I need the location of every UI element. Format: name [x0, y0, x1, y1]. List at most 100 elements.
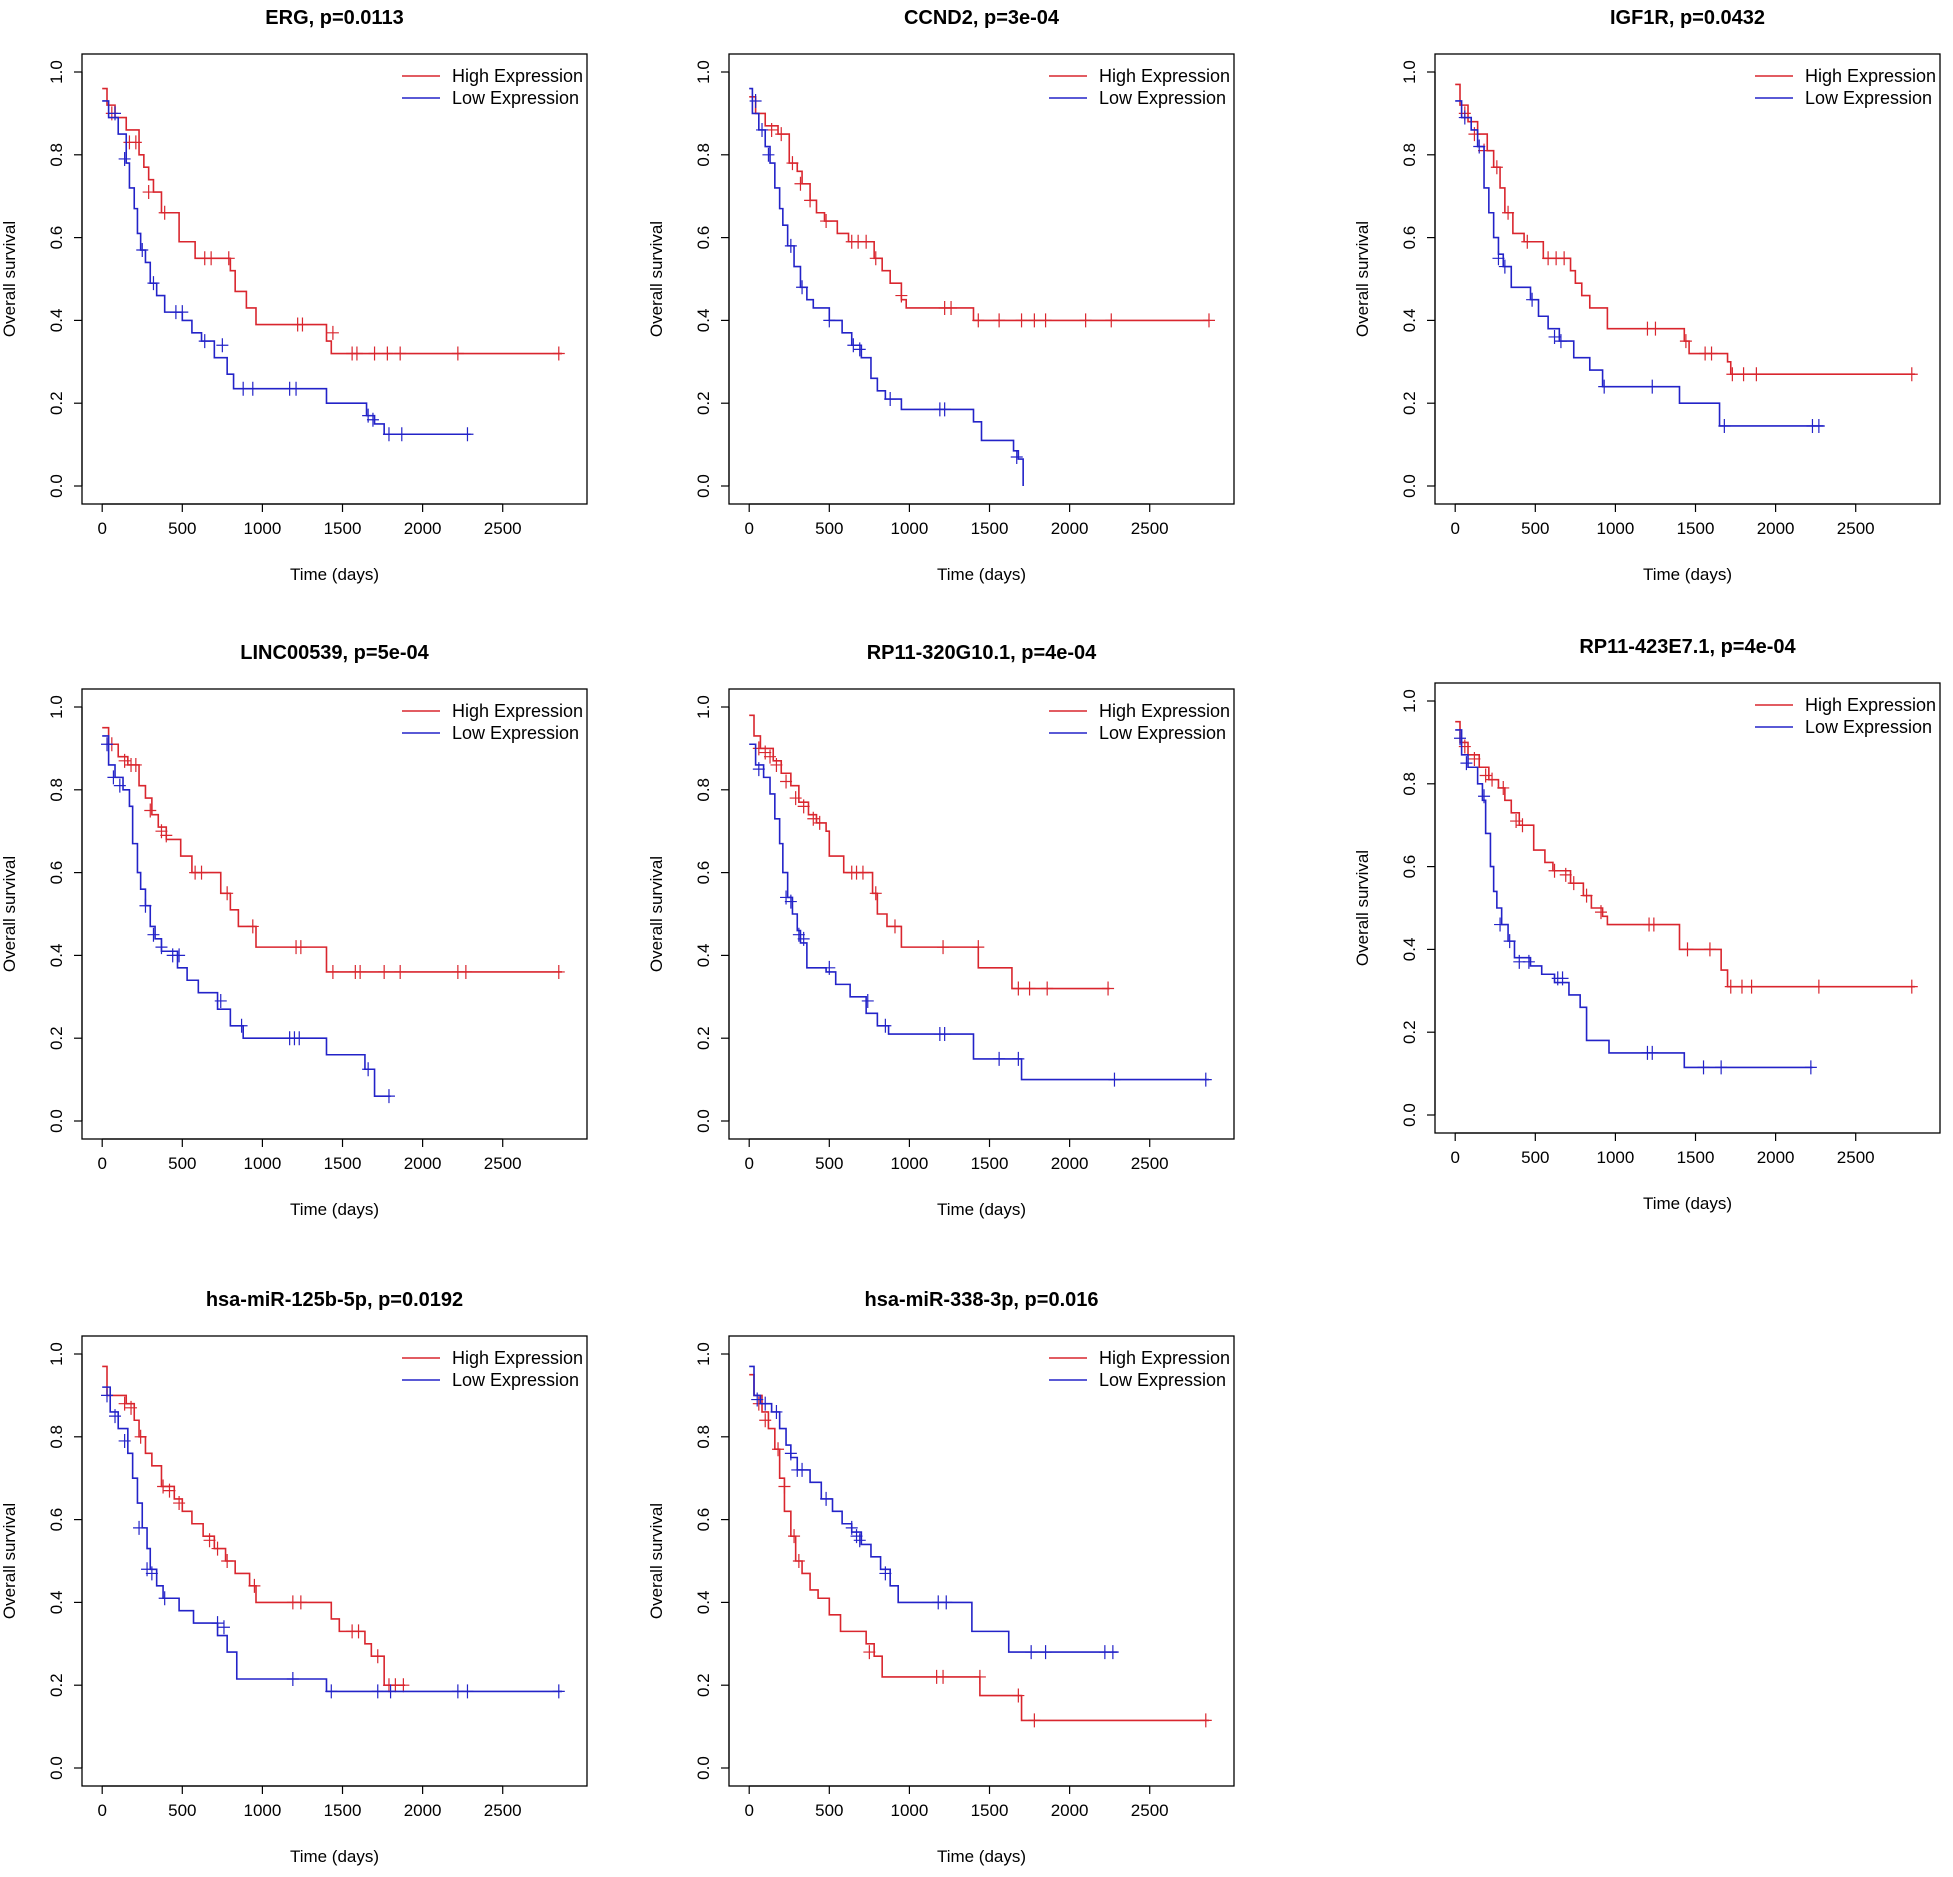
x-tick-label: 1000 — [890, 1801, 928, 1820]
high-expression-censor-mark — [856, 865, 869, 880]
high-expression-censor-mark — [869, 886, 882, 901]
y-tick-label: 0.2 — [694, 1026, 713, 1050]
y-tick-label: 0.2 — [47, 1026, 66, 1050]
y-tick-label: 0.4 — [694, 1591, 713, 1615]
high-expression-censor-mark — [993, 313, 1006, 328]
x-tick-label: 1000 — [243, 519, 281, 538]
low-expression-censor-mark — [246, 381, 259, 396]
low-expression-censor-mark — [176, 305, 189, 320]
y-tick-label: 0.4 — [47, 309, 66, 333]
legend-entry: Low Expression — [1099, 723, 1226, 743]
y-axis-label: Overall survival — [0, 221, 19, 337]
low-expression-censor-mark — [141, 1562, 154, 1577]
high-expression-censor-mark — [813, 815, 826, 830]
low-expression-curve — [1455, 100, 1824, 427]
low-expression-censor-mark — [820, 1491, 833, 1506]
high-expression-censor-mark — [759, 1413, 772, 1428]
high-expression-censor-mark — [173, 1496, 186, 1511]
high-expression-censor-mark — [797, 799, 810, 814]
km-chart-2: CCND2, p=3e-04 0 500 1000 1500 2000 2500 0.0 0.2… — [647, 7, 1235, 584]
legend-entry: High Expression — [1805, 695, 1936, 715]
high-expression-censor-mark — [134, 1429, 147, 1444]
high-expression-censor-mark — [326, 964, 339, 979]
legend-entry: High Expression — [452, 66, 583, 86]
low-expression-censor-mark — [1458, 110, 1471, 125]
high-expression-censor-mark — [205, 251, 218, 266]
high-expression-censor-mark — [1750, 367, 1763, 382]
high-expression-censor-mark — [1028, 313, 1041, 328]
y-tick-label: 0.8 — [47, 778, 66, 802]
x-tick-label: 2500 — [1131, 1801, 1169, 1820]
high-expression-censor-mark — [770, 757, 783, 772]
high-expression-censor-mark — [1548, 863, 1561, 878]
x-tick-label: 0 — [97, 519, 106, 538]
low-expression-censor-mark — [118, 151, 131, 166]
high-expression-censor-mark — [125, 1400, 138, 1415]
high-expression-censor-mark — [1497, 780, 1510, 795]
low-expression-censor-mark — [382, 1089, 395, 1104]
high-expression-censor-mark — [296, 317, 309, 332]
low-expression-censor-mark — [371, 1684, 384, 1699]
low-expression-censor-mark — [823, 313, 836, 328]
x-tick-label: 1500 — [324, 1154, 362, 1173]
low-expression-censor-mark — [109, 1409, 122, 1424]
low-expression-censor-mark — [552, 1684, 565, 1699]
high-expression-censor-mark — [869, 251, 882, 266]
y-tick-label: 0.8 — [694, 778, 713, 802]
x-tick-label: 2500 — [484, 519, 522, 538]
high-expression-censor-mark — [973, 1669, 986, 1684]
low-expression-curve — [102, 1386, 562, 1693]
low-expression-censor-mark — [136, 243, 149, 258]
y-tick-label: 0.0 — [47, 1756, 66, 1780]
x-tick-label: 500 — [1521, 519, 1549, 538]
high-expression-censor-mark — [221, 886, 234, 901]
high-expression-censor-mark — [350, 346, 363, 361]
low-expression-censor-mark — [770, 1404, 783, 1419]
high-expression-censor-mark — [937, 1669, 950, 1684]
high-expression-censor-mark — [1502, 205, 1515, 220]
y-tick-label: 0.8 — [694, 143, 713, 167]
x-tick-label: 2000 — [1051, 1801, 1089, 1820]
legend-entry: High Expression — [1805, 66, 1936, 86]
high-expression-censor-mark — [294, 940, 307, 955]
high-expression-censor-mark — [764, 749, 777, 764]
y-tick-label: 0.4 — [1400, 938, 1419, 962]
high-expression-censor-mark — [1703, 942, 1716, 957]
low-expression-censor-mark — [1199, 1072, 1212, 1087]
y-tick-label: 0.8 — [694, 1425, 713, 1449]
low-expression-censor-mark — [101, 737, 114, 752]
y-tick-label: 1.0 — [47, 60, 66, 84]
y-tick-label: 1.0 — [47, 1342, 66, 1366]
plot-frame — [81, 688, 588, 1140]
low-expression-censor-mark — [113, 778, 126, 793]
low-expression-censor-mark — [1646, 379, 1659, 394]
high-expression-censor-mark — [788, 1529, 801, 1544]
high-expression-censor-mark — [1202, 313, 1215, 328]
high-expression-censor-mark — [1812, 979, 1825, 994]
y-tick-label: 0.6 — [694, 1508, 713, 1532]
high-expression-censor-mark — [1012, 1688, 1025, 1703]
y-tick-label: 0.6 — [47, 861, 66, 885]
x-axis-label: Time (days) — [290, 1200, 379, 1219]
high-expression-censor-mark — [552, 346, 565, 361]
high-expression-censor-mark — [804, 193, 817, 208]
low-expression-censor-mark — [1492, 251, 1505, 266]
high-expression-censor-mark — [1023, 981, 1036, 996]
x-tick-label: 0 — [744, 1801, 753, 1820]
y-tick-label: 0.6 — [47, 1508, 66, 1532]
high-expression-censor-mark — [451, 346, 464, 361]
high-expression-curve — [1455, 720, 1915, 988]
high-expression-censor-mark — [163, 1483, 176, 1498]
high-expression-censor-mark — [1745, 979, 1758, 994]
low-expression-censor-mark — [1478, 789, 1491, 804]
km-chart-4: LINC00539, p=5e-04 0 500 1000 1500 2000 2500 0.… — [0, 642, 588, 1219]
low-expression-curve — [749, 1365, 1118, 1653]
y-axis-label: Overall survival — [647, 1503, 666, 1619]
x-tick-label: 0 — [744, 1154, 753, 1173]
low-expression-censor-mark — [1454, 731, 1467, 746]
high-expression-censor-mark — [1737, 367, 1750, 382]
low-expression-censor-mark — [1697, 1060, 1710, 1075]
x-tick-label: 1500 — [971, 1801, 1009, 1820]
high-expression-censor-mark — [1486, 772, 1499, 787]
